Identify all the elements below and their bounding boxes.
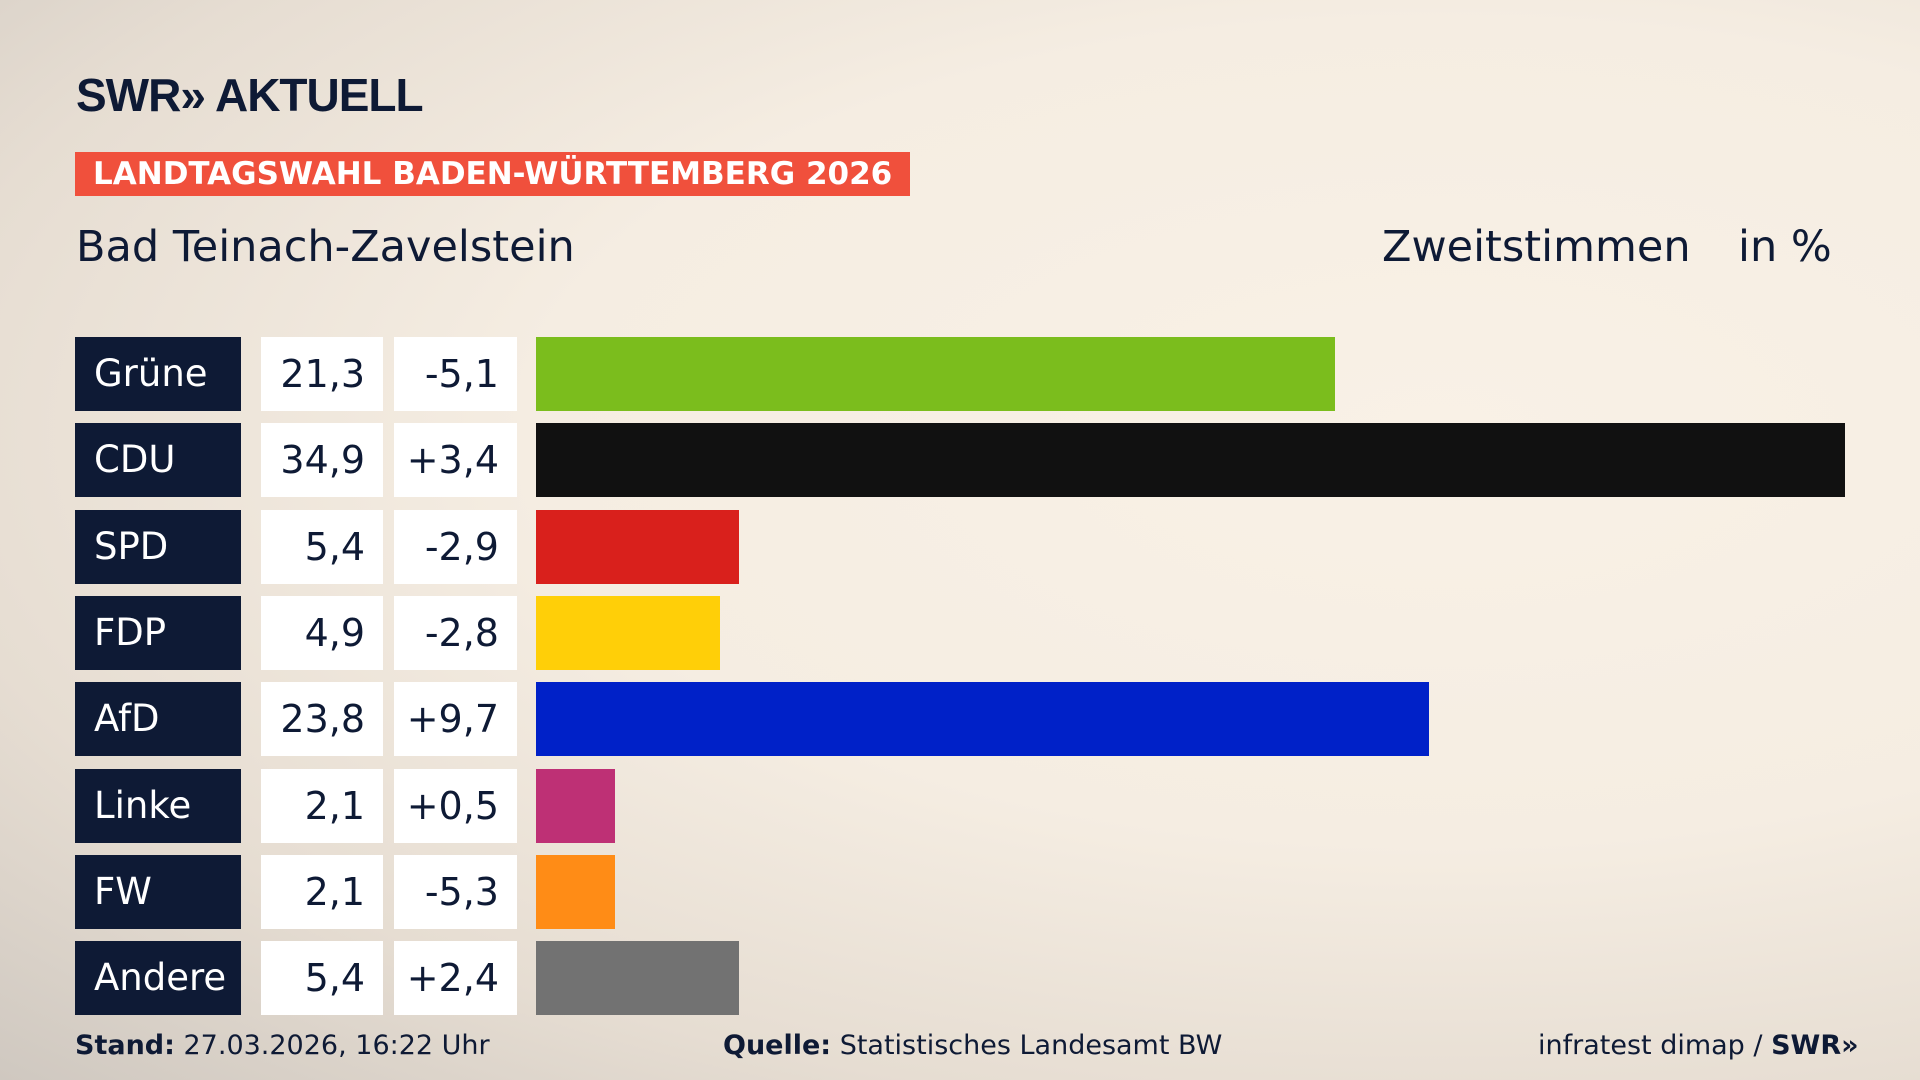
bar [536,423,1845,498]
bar [536,509,739,584]
unit-label: in % [1738,222,1832,272]
value-label: 34,9 [261,423,383,498]
party-label: FW [75,854,241,929]
diff-label: -5,3 [394,854,517,929]
swr-small-logo: SWR» [1771,1030,1859,1061]
bar [536,854,615,929]
party-label: SPD [75,509,241,584]
party-label: Grüne [75,337,241,411]
bar [536,768,615,843]
value-label: 5,4 [261,941,383,1016]
diff-label: -2,9 [394,509,517,584]
election-banner: LANDTAGSWAHL BADEN-WÜRTTEMBERG 2026 [75,152,911,196]
party-label: FDP [75,595,241,670]
value-label: 2,1 [261,768,383,843]
diff-label: +9,7 [394,682,517,757]
stand-label: Stand: [75,1030,175,1061]
value-label: 23,8 [261,682,383,757]
swr-aktuell-logo: SWR» AKTUELL [76,69,424,121]
bar [536,337,1335,411]
source: Quelle: Statistisches Landesamt BW [723,1030,1222,1061]
vote-type-label: Zweitstimmen [1382,222,1691,272]
value-label: 5,4 [261,509,383,584]
credit-text: infratest dimap / [1538,1030,1772,1061]
bar [536,682,1429,757]
value-label: 2,1 [261,854,383,929]
diff-label: -2,8 [394,595,517,670]
diff-label: +0,5 [394,768,517,843]
value-label: 21,3 [261,337,383,411]
party-label: Linke [75,768,241,843]
source-value: Statistisches Landesamt BW [831,1030,1223,1061]
stand-value: 27.03.2026, 16:22 Uhr [174,1030,490,1061]
credit: infratest dimap / SWR» [1538,1030,1859,1061]
location-title: Bad Teinach-Zavelstein [76,222,575,272]
value-label: 4,9 [261,595,383,670]
bar [536,941,739,1016]
party-label: AfD [75,682,241,757]
diff-label: -5,1 [394,337,517,411]
source-label: Quelle: [723,1030,832,1061]
party-label: CDU [75,423,241,498]
party-label: Andere [75,941,241,1016]
bar [536,595,720,670]
diff-label: +2,4 [394,941,517,1016]
timestamp: Stand: 27.03.2026, 16:22 Uhr [75,1030,490,1061]
diff-label: +3,4 [394,423,517,498]
